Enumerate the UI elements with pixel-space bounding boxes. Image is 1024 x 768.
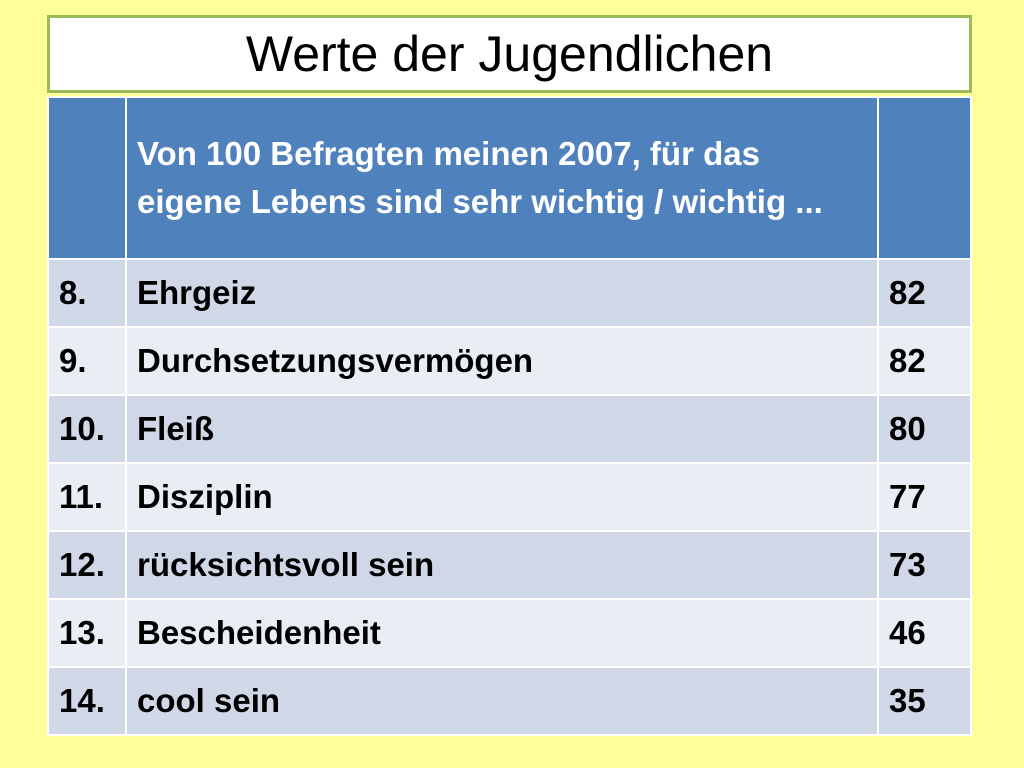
values-table: Von 100 Befragten meinen 2007, für das e… (47, 96, 972, 736)
header-cell-description: Von 100 Befragten meinen 2007, für das e… (125, 96, 879, 260)
table-row: 12. rücksichtsvoll sein 73 (47, 530, 972, 600)
value-name-cell: cool sein (125, 666, 879, 736)
page-title: Werte der Jugendlichen (245, 26, 774, 82)
value-name-cell: Disziplin (125, 462, 879, 532)
value-name-cell: Bescheidenheit (125, 598, 879, 668)
table-row: 9. Durchsetzungsvermögen 82 (47, 326, 972, 396)
table-header-row: Von 100 Befragten meinen 2007, für das e… (47, 96, 972, 260)
rank-cell: 8. (47, 258, 127, 328)
value-name-cell: Ehrgeiz (125, 258, 879, 328)
percent-cell: 46 (877, 598, 972, 668)
percent-cell: 80 (877, 394, 972, 464)
percent-cell: 35 (877, 666, 972, 736)
table-row: 8. Ehrgeiz 82 (47, 258, 972, 328)
value-name-cell: Durchsetzungsvermögen (125, 326, 879, 396)
table-row: 10. Fleiß 80 (47, 394, 972, 464)
percent-cell: 77 (877, 462, 972, 532)
table-row: 14. cool sein 35 (47, 666, 972, 736)
rank-cell: 12. (47, 530, 127, 600)
rank-cell: 11. (47, 462, 127, 532)
title-box: Werte der Jugendlichen (47, 15, 972, 93)
rank-cell: 13. (47, 598, 127, 668)
value-name-cell: Fleiß (125, 394, 879, 464)
percent-cell: 73 (877, 530, 972, 600)
table-row: 13. Bescheidenheit 46 (47, 598, 972, 668)
rank-cell: 9. (47, 326, 127, 396)
table-row: 11. Disziplin 77 (47, 462, 972, 532)
percent-cell: 82 (877, 258, 972, 328)
rank-cell: 10. (47, 394, 127, 464)
header-cell-rank (47, 96, 127, 260)
rank-cell: 14. (47, 666, 127, 736)
header-cell-percent (877, 96, 972, 260)
value-name-cell: rücksichtsvoll sein (125, 530, 879, 600)
percent-cell: 82 (877, 326, 972, 396)
